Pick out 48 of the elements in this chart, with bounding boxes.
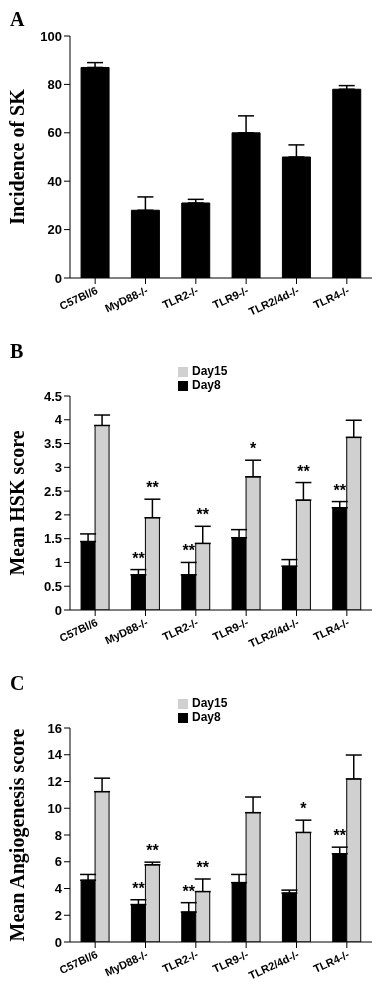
chart-title: A xyxy=(10,8,25,31)
y-tick-label: 8 xyxy=(54,827,62,843)
annotation: ** xyxy=(297,462,311,480)
y-tick-label: 16 xyxy=(47,720,62,736)
chart-title: C xyxy=(10,672,25,695)
y-tick-label: 2 xyxy=(54,507,62,523)
y-tick-label: 4 xyxy=(54,412,63,428)
y-tick-label: 4.5 xyxy=(43,388,62,404)
y-tick-label: 1 xyxy=(54,555,62,571)
y-axis-title: Mean Angiogenesis score xyxy=(6,728,30,942)
y-tick-label: 20 xyxy=(47,222,62,238)
y-tick-label: 14 xyxy=(47,747,63,763)
annotation: * xyxy=(249,440,257,458)
y-tick-label: 10 xyxy=(47,800,62,816)
annotation: ** xyxy=(182,882,196,900)
y-tick-label: 0.5 xyxy=(43,578,62,594)
y-tick-label: 2 xyxy=(54,907,62,923)
annotation: ** xyxy=(146,842,160,860)
y-tick-label: 1.5 xyxy=(43,531,62,547)
y-tick-label: 3 xyxy=(54,459,62,475)
legend-label: Day8 xyxy=(192,378,221,392)
annotation: ** xyxy=(196,506,210,524)
legend-label: Day15 xyxy=(192,364,228,378)
annotation: ** xyxy=(132,549,146,567)
y-axis-title: Mean HSK score xyxy=(6,430,29,576)
chart-title: B xyxy=(10,340,24,363)
legend-label: Day8 xyxy=(192,710,221,724)
annotation: ** xyxy=(333,481,347,499)
y-axis-title: Incidence of SK xyxy=(6,88,29,225)
annotation: ** xyxy=(182,542,196,560)
annotation: ** xyxy=(333,827,347,845)
y-tick-label: 3.5 xyxy=(43,436,62,452)
y-tick-label: 12 xyxy=(47,774,62,790)
y-tick-label: 0 xyxy=(54,602,62,618)
y-tick-label: 2.5 xyxy=(43,483,62,499)
y-tick-label: 40 xyxy=(47,173,62,189)
y-tick-label: 0 xyxy=(54,270,62,286)
y-tick-label: 80 xyxy=(47,77,62,93)
annotation: * xyxy=(300,800,308,818)
y-tick-label: 100 xyxy=(40,28,62,44)
legend-label: Day15 xyxy=(192,696,228,710)
y-tick-label: 4 xyxy=(54,881,63,897)
y-tick-label: 60 xyxy=(47,125,62,141)
y-tick-label: 6 xyxy=(54,854,62,870)
y-tick-label: 0 xyxy=(54,934,62,950)
annotation: ** xyxy=(146,479,160,497)
annotation: ** xyxy=(132,879,146,897)
annotation: ** xyxy=(196,859,210,876)
